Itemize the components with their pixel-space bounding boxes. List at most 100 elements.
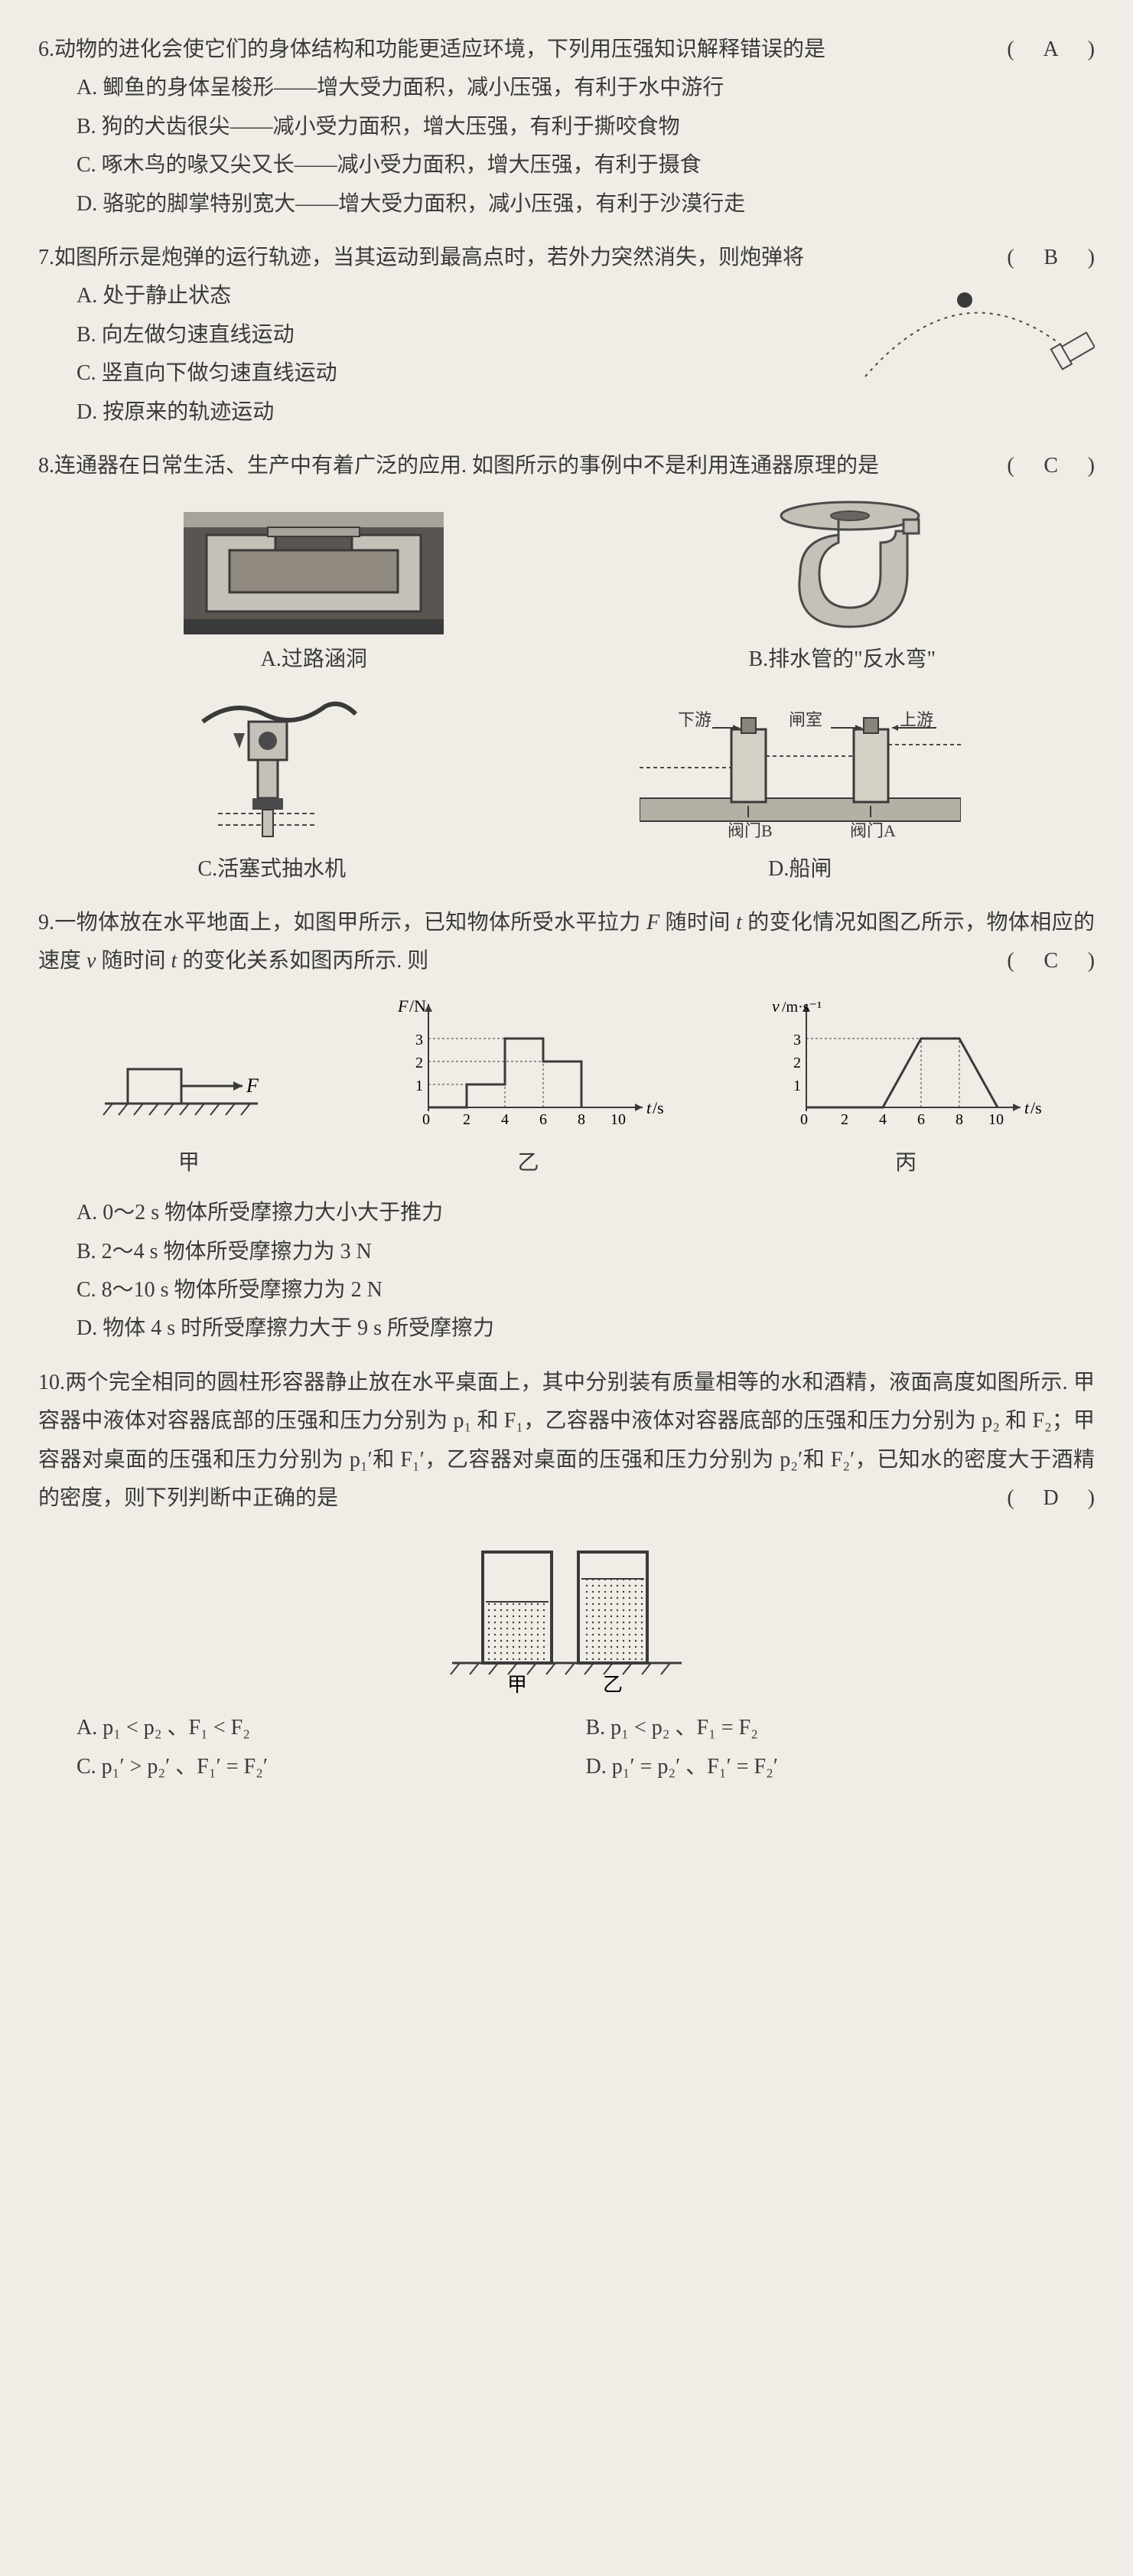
- svg-text:2: 2: [841, 1111, 848, 1128]
- svg-text:t: t: [646, 1098, 652, 1117]
- svg-text:3: 3: [415, 1032, 423, 1048]
- q9-cap-bing: 丙: [768, 1144, 1043, 1182]
- lock-up-label: 上游: [900, 710, 933, 729]
- q6-opt-b: B. 狗的犬齿很尖——减小受力面积，增大压强，有利于撕咬食物: [77, 108, 1095, 146]
- q10-text: 两个完全相同的圆柱形容器静止放在水平桌面上，其中分别装有质量相等的水和酒精，液面…: [38, 1371, 1095, 1510]
- q8-stem: 8.连通器在日常生活、生产中有着广泛的应用. 如图所示的事例中不是利用连通器原理…: [38, 447, 1095, 485]
- q9-num: 9.: [38, 911, 54, 934]
- trajectory-diagram: [850, 277, 1095, 392]
- svg-text:6: 6: [917, 1111, 925, 1128]
- q6-opt-a: A. 鲫鱼的身体呈梭形——增大受力面积，减小压强，有利于水中游行: [77, 69, 1095, 107]
- q10-opt-a: A. p₁ < p₂ 、F₁ < F₂: [77, 1709, 586, 1747]
- lock-down-label: 下游: [678, 710, 711, 729]
- q8-cap-a: A.过路涵洞: [184, 641, 444, 679]
- q10-opt-b: B. p₁ < p₂ 、F₁ = F₂: [586, 1709, 1096, 1747]
- q6-opt-c: C. 啄木鸟的喙又尖又长——减小受力面积，增大压强，有利于摄食: [77, 146, 1095, 184]
- q8-cap-c: C.活塞式抽水机: [172, 850, 371, 889]
- q9-fig-jia: F 甲: [90, 1031, 288, 1182]
- q9-options: A. 0～2 s 物体所受摩擦力大小大于推力 B. 2～4 s 物体所受摩擦力为…: [38, 1194, 1095, 1348]
- q8-fig-a: A.过路涵洞: [184, 512, 444, 679]
- q10-options: A. p₁ < p₂ 、F₁ < F₂ B. p₁ < p₂ 、F₁ = F₂ …: [38, 1709, 1095, 1786]
- q9-opt-a: A. 0～2 s 物体所受摩擦力大小大于推力: [77, 1194, 1095, 1232]
- gate-a: [854, 718, 888, 817]
- pump-icon: [172, 691, 371, 844]
- q10-yi-label: 乙: [603, 1674, 623, 1696]
- svg-text:4: 4: [501, 1111, 509, 1128]
- q8-figs-row2: C.活塞式抽水机 下游 闸室 上游: [38, 691, 1095, 889]
- svg-text:/N: /N: [409, 996, 426, 1016]
- gateA-label: 阀门A: [850, 821, 896, 840]
- q9-stem: 9.一物体放在水平地面上，如图甲所示，已知物体所受水平拉力 F 随时间 t 的变…: [38, 904, 1095, 981]
- q8-fig-d: 下游 闸室 上游 阀门B 阀门A: [640, 706, 961, 889]
- svg-text:8: 8: [956, 1111, 963, 1128]
- q6-answer-paren: ( A ): [1007, 31, 1095, 69]
- q7-opt-d: D. 按原来的轨迹运动: [77, 393, 1095, 432]
- q9-opt-c: C. 8～10 s 物体所受摩擦力为 2 N: [77, 1271, 1095, 1309]
- q10-fig: 甲 乙: [38, 1529, 1095, 1697]
- q9-answer: C: [1036, 942, 1066, 980]
- q10-opt-c: C. p₁′ > p₂′ 、F₁′ = F₂′: [77, 1748, 586, 1786]
- svg-text:t: t: [1024, 1098, 1030, 1117]
- svg-text:F: F: [246, 1074, 259, 1097]
- svg-text:v: v: [772, 996, 780, 1016]
- q9-fig-bing: v/m·s⁻¹ t/s 1 2 3 0 2 4 6 8 10 丙: [768, 993, 1043, 1182]
- q7-answer: B: [1036, 239, 1066, 277]
- svg-text:/s: /s: [1030, 1098, 1042, 1117]
- svg-text:2: 2: [415, 1055, 423, 1071]
- svg-text:F: F: [397, 996, 409, 1016]
- q8-fig-c: C.活塞式抽水机: [172, 691, 371, 889]
- q7-answer-paren: ( B ): [1007, 239, 1095, 277]
- shiplock-icon: 下游 闸室 上游 阀门B 阀门A: [640, 706, 961, 844]
- question-7: 7.如图所示是炮弹的运行轨迹，当其运动到最高点时，若外力突然消失，则炮弹将 ( …: [38, 239, 1095, 432]
- q8-cap-b: B.排水管的"反水弯": [735, 641, 949, 679]
- question-9: 9.一物体放在水平地面上，如图甲所示，已知物体所受水平拉力 F 随时间 t 的变…: [38, 904, 1095, 1348]
- svg-text:0: 0: [422, 1111, 430, 1128]
- svg-text:8: 8: [578, 1111, 585, 1128]
- q6-num: 6.: [38, 37, 54, 61]
- q8-text: 连通器在日常生活、生产中有着广泛的应用. 如图所示的事例中不是利用连通器原理的是: [54, 454, 879, 478]
- force-time-chart: F/N t/s 1 2 3 0 2 4 6 8 10: [390, 993, 666, 1138]
- svg-text:6: 6: [539, 1111, 547, 1128]
- q8-answer: C: [1036, 447, 1066, 485]
- q10-containers: 甲 乙: [444, 1529, 689, 1697]
- velocity-time-chart: v/m·s⁻¹ t/s 1 2 3 0 2 4 6 8 10: [768, 993, 1043, 1138]
- q6-stem: 6.动物的进化会使它们的身体结构和功能更适应环境，下列用压强知识解释错误的是 (…: [38, 31, 1095, 69]
- q6-text: 动物的进化会使它们的身体结构和功能更适应环境，下列用压强知识解释错误的是: [54, 37, 825, 61]
- svg-text:10: 10: [610, 1111, 626, 1128]
- gateB-label: 阀门B: [728, 821, 773, 840]
- q10-answer-paren: ( D ): [1007, 1479, 1095, 1518]
- containers-diagram: 甲 乙: [444, 1529, 689, 1697]
- q9-cap-jia: 甲: [90, 1144, 288, 1182]
- gate-b: [731, 718, 766, 817]
- question-6: 6.动物的进化会使它们的身体结构和功能更适应环境，下列用压强知识解释错误的是 (…: [38, 31, 1095, 223]
- q6-answer: A: [1036, 31, 1066, 69]
- q8-num: 8.: [38, 454, 54, 478]
- q10-opt-d: D. p₁′ = p₂′ 、F₁′ = F₂′: [586, 1748, 1096, 1786]
- svg-text:1: 1: [415, 1078, 423, 1094]
- q8-cap-d: D.船闸: [640, 850, 961, 889]
- q9-opt-d: D. 物体 4 s 时所受摩擦力大于 9 s 所受摩擦力: [77, 1309, 1095, 1348]
- svg-text:/m·s⁻¹: /m·s⁻¹: [782, 999, 822, 1016]
- svg-text:2: 2: [463, 1111, 470, 1128]
- q9-figs: F 甲 F/N t/s 1 2 3 0 2 4 6 8 10: [38, 993, 1095, 1182]
- q10-num: 10.: [38, 1371, 65, 1394]
- q6-opt-d: D. 骆驼的脚掌特别宽大——增大受力面积，减小压强，有利于沙漠行走: [77, 185, 1095, 223]
- q7-stem: 7.如图所示是炮弹的运行轨迹，当其运动到最高点时，若外力突然消失，则炮弹将 ( …: [38, 239, 1095, 277]
- svg-text:2: 2: [793, 1055, 801, 1071]
- q9-fig-yi: F/N t/s 1 2 3 0 2 4 6 8 10: [390, 993, 666, 1182]
- q7-text: 如图所示是炮弹的运行轨迹，当其运动到最高点时，若外力突然消失，则炮弹将: [54, 246, 804, 269]
- q6-options: A. 鲫鱼的身体呈梭形——增大受力面积，减小压强，有利于水中游行 B. 狗的犬齿…: [38, 69, 1095, 223]
- q7-figure: [850, 277, 1095, 392]
- q10-answer: D: [1036, 1479, 1066, 1518]
- svg-text:4: 4: [879, 1111, 887, 1128]
- q8-figs-row1: A.过路涵洞 B.排水管的"反水弯": [38, 497, 1095, 679]
- svg-text:1: 1: [793, 1078, 801, 1094]
- svg-text:3: 3: [793, 1032, 801, 1048]
- culvert-icon: [184, 512, 444, 634]
- q9-cap-yi: 乙: [390, 1144, 666, 1182]
- svg-text:0: 0: [800, 1111, 808, 1128]
- svg-text:/s: /s: [653, 1098, 664, 1117]
- q7-num: 7.: [38, 246, 54, 269]
- q8-answer-paren: ( C ): [1007, 447, 1095, 485]
- lock-mid-label: 闸室: [789, 710, 822, 729]
